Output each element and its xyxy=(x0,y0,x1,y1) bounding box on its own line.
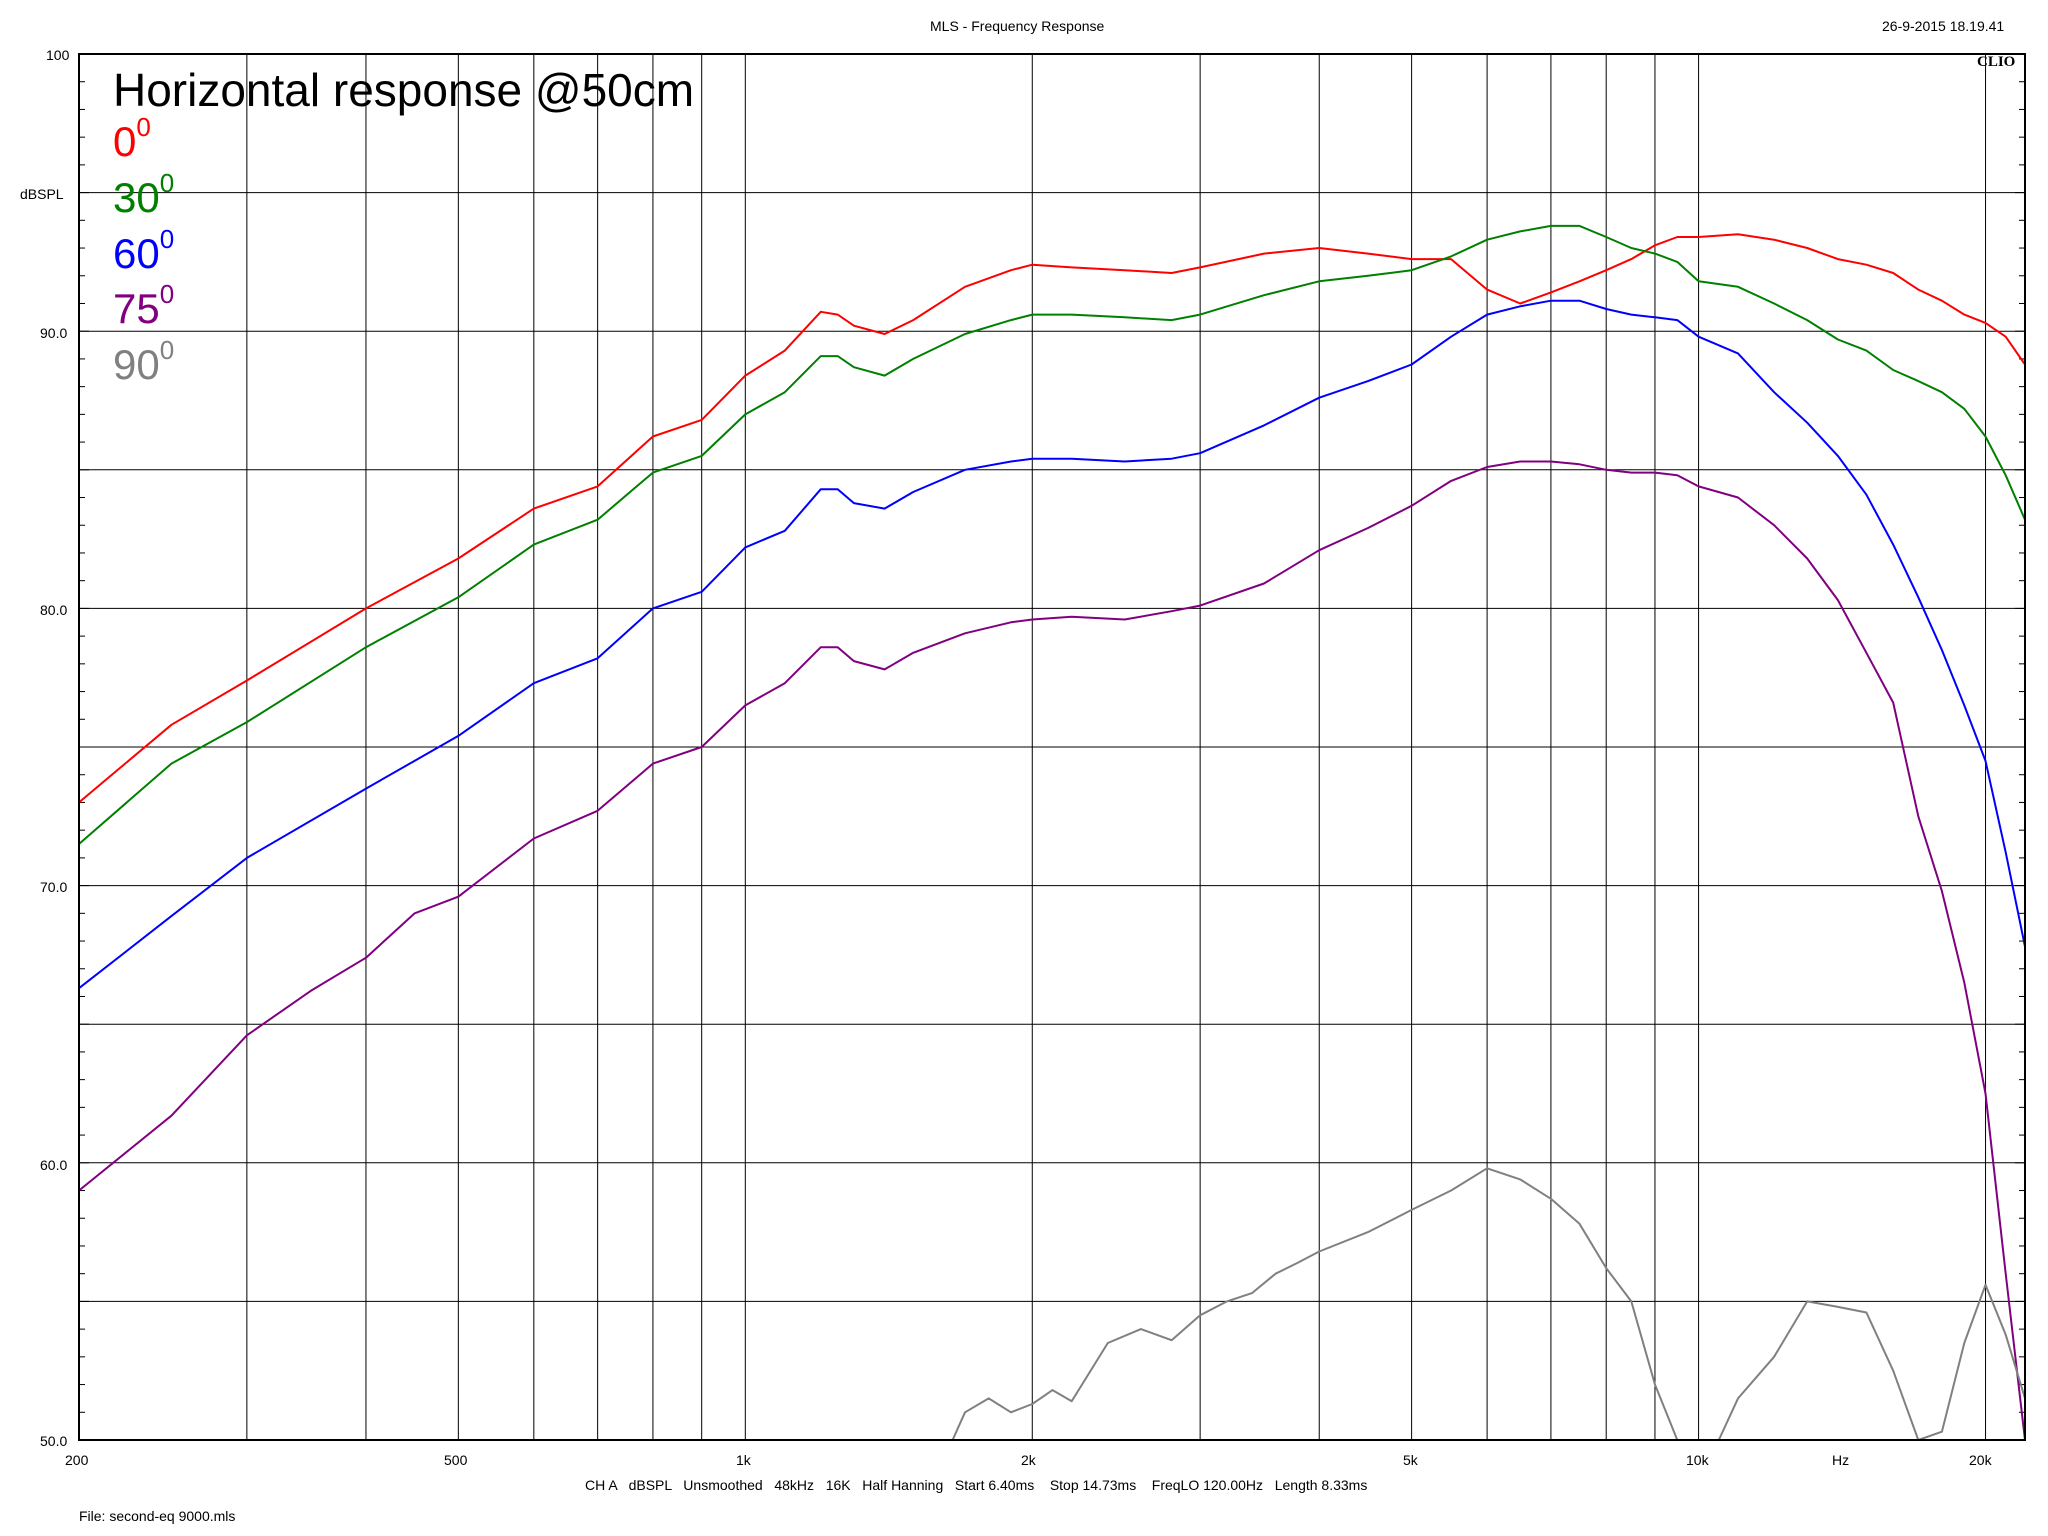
timestamp: 26-9-2015 18.19.41 xyxy=(1882,18,2005,34)
legend-item-30: 300 xyxy=(113,168,174,222)
degree-mark: 0 xyxy=(159,335,175,365)
file-name: File: second-eq 9000.mls xyxy=(79,1508,236,1524)
clio-logo: CLIO xyxy=(1977,54,2016,70)
series-line-30 xyxy=(78,224,2026,845)
legend-label: 0 xyxy=(113,118,137,165)
x-axis-unit-label: Hz xyxy=(1832,1452,1850,1468)
y-tick-label: 100 xyxy=(46,47,70,63)
y-tick-label: 80.0 xyxy=(40,602,68,618)
x-tick-label: 200 xyxy=(65,1452,89,1468)
x-tick-label: 5k xyxy=(1403,1452,1418,1468)
series-line-75 xyxy=(78,460,2026,1441)
legend-label: 90 xyxy=(113,341,160,388)
x-tick-label: 2k xyxy=(1021,1452,1036,1468)
legend-label: 30 xyxy=(113,174,160,221)
measurement-settings: CH A dBSPL Unsmoothed 48kHz 16K Half Han… xyxy=(585,1477,1368,1493)
degree-mark: 0 xyxy=(136,112,151,142)
legend-item-60: 600 xyxy=(113,224,174,278)
y-tick-label: 50.0 xyxy=(40,1433,68,1449)
degree-mark: 0 xyxy=(159,279,175,309)
legend-label: 60 xyxy=(113,230,160,277)
legend-title: Horizontal response @50cm xyxy=(113,64,695,116)
x-tick-label: 1k xyxy=(736,1452,751,1468)
legend-item-90: 900 xyxy=(113,335,174,389)
series-group xyxy=(78,224,2026,1441)
plot-frame xyxy=(78,53,2026,1441)
chart-title: MLS - Frequency Response xyxy=(930,18,1105,34)
y-axis-label: dBSPL xyxy=(20,186,64,202)
y-tick-label: 60.0 xyxy=(40,1157,68,1173)
series-line-60 xyxy=(78,299,2026,989)
degree-mark: 0 xyxy=(159,168,175,198)
x-tick-label: 10k xyxy=(1686,1452,1709,1468)
degree-mark: 0 xyxy=(159,224,175,254)
legend-item-75: 750 xyxy=(113,279,174,333)
legend-label: 75 xyxy=(113,285,160,332)
y-tick-label: 70.0 xyxy=(40,879,68,895)
series-line-0 xyxy=(78,233,2026,804)
series-line-90 xyxy=(951,1167,2026,1441)
x-tick-label: 20k xyxy=(1969,1452,1992,1468)
x-tick-label: 500 xyxy=(444,1452,468,1468)
grid xyxy=(79,54,2025,1440)
legend-item-0: 00 xyxy=(113,112,151,166)
y-tick-label: 90.0 xyxy=(40,325,68,341)
